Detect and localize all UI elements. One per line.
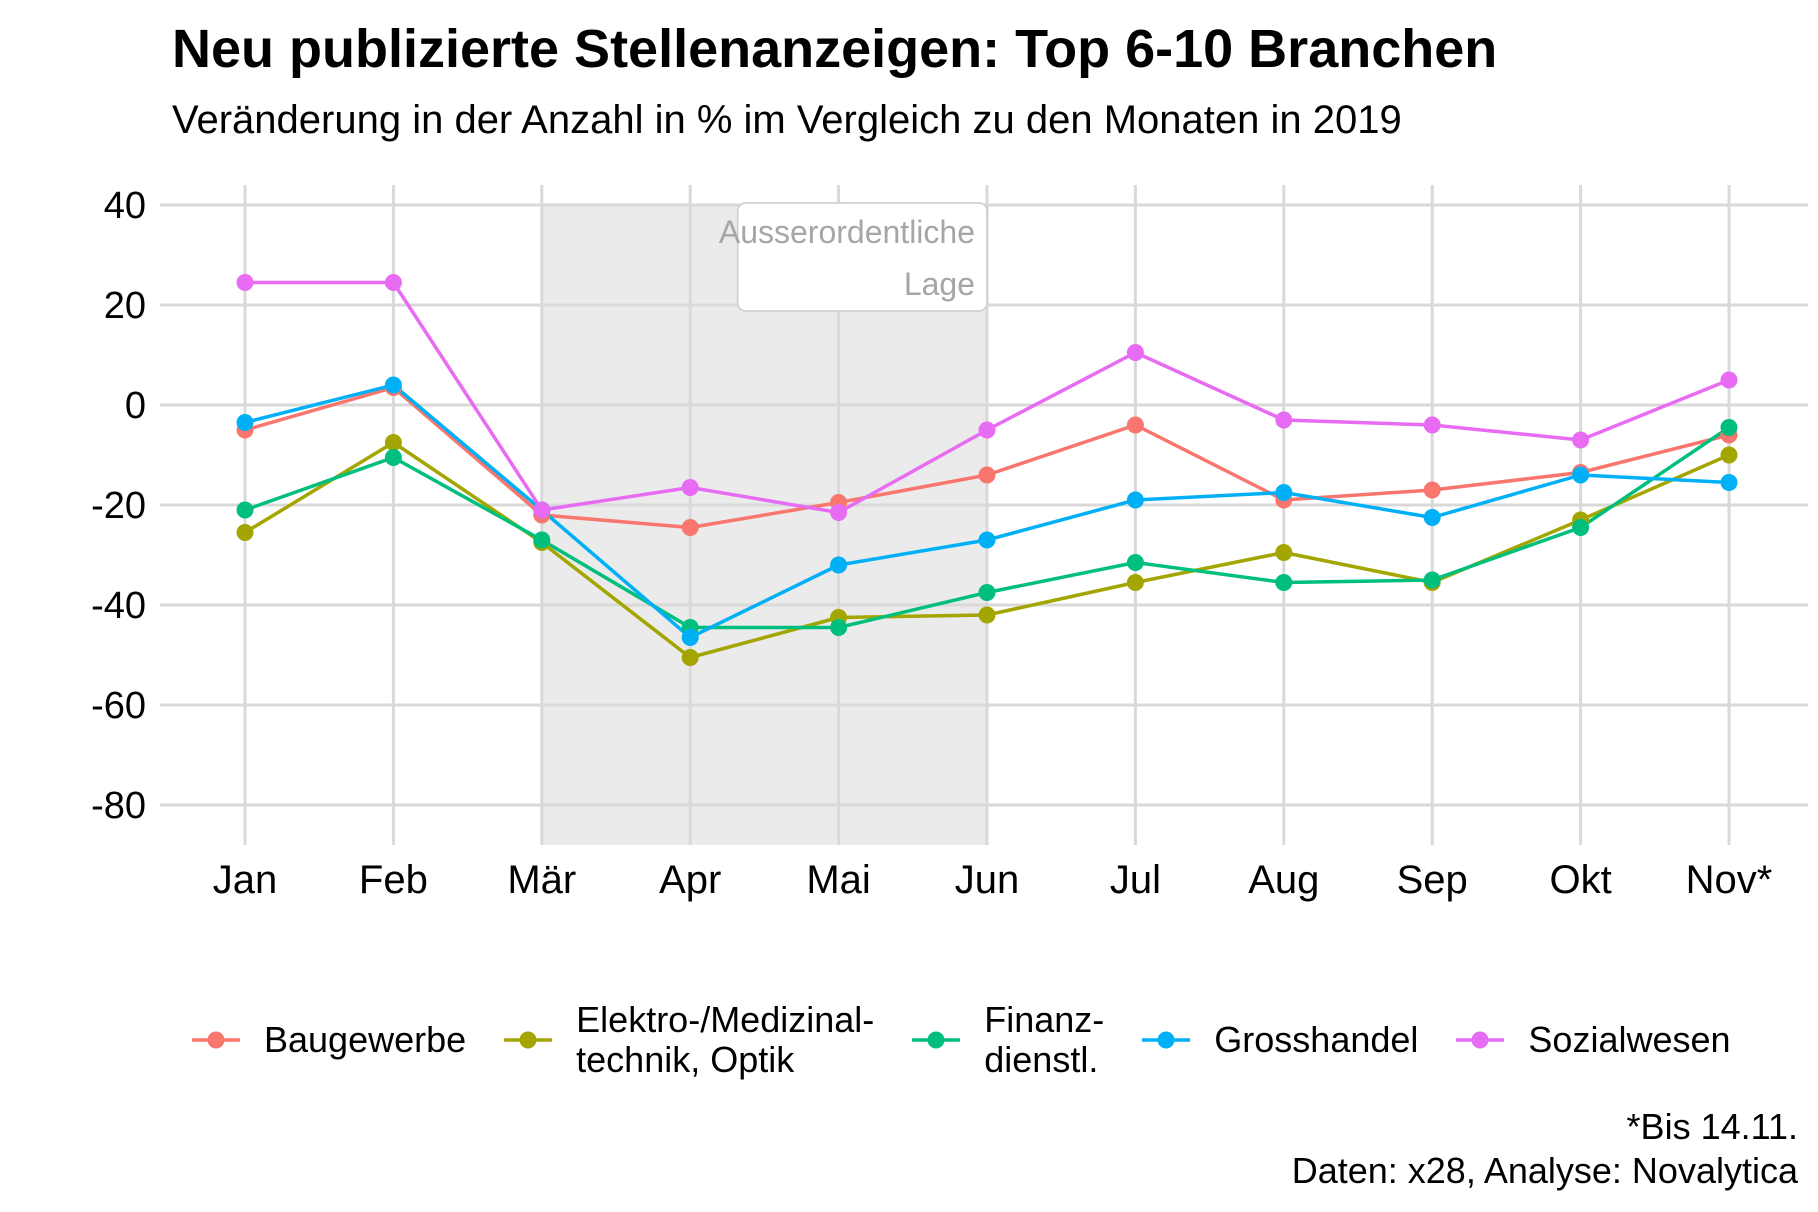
legend-label: Grosshandel: [1214, 1019, 1419, 1060]
data-point: [533, 531, 551, 549]
data-point: [681, 479, 699, 496]
legend-label: Baugewerbe: [264, 1019, 467, 1060]
x-tick-label: Okt: [1549, 858, 1611, 902]
data-point: [830, 504, 848, 521]
annotation-label: Lage: [904, 266, 975, 302]
data-point: [1275, 574, 1293, 591]
legend-item: Baugewerbe: [190, 1020, 466, 1060]
legend-key-point: [1157, 1031, 1175, 1049]
y-tick-label: 40: [104, 185, 146, 227]
legend-key-point: [927, 1031, 945, 1049]
x-tick-label: Jul: [1110, 858, 1161, 902]
caption-source: Daten: x28, Analyse: Novalytica: [1291, 1150, 1798, 1191]
y-tick-label: -80: [91, 785, 146, 827]
data-point: [681, 649, 699, 666]
data-point: [1126, 491, 1144, 509]
data-point: [1720, 446, 1738, 464]
x-tick-label: Jun: [955, 858, 1020, 902]
data-point: [1720, 474, 1738, 491]
legend-key: [504, 1031, 553, 1049]
data-point: [681, 629, 699, 646]
data-point: [1275, 544, 1293, 561]
data-point: [978, 531, 996, 549]
legend-item: Sozialwesen: [1454, 1019, 1731, 1060]
data-point: [1720, 371, 1738, 389]
data-point: [1423, 416, 1441, 434]
data-point: [978, 606, 996, 624]
data-point: [1275, 484, 1293, 501]
data-point: [236, 524, 254, 541]
data-point: [1126, 344, 1144, 361]
data-point: [1423, 571, 1441, 589]
legend-item: Grosshandel: [1140, 1020, 1418, 1060]
data-point: [1423, 481, 1441, 499]
data-point: [1572, 466, 1590, 484]
data-point: [1126, 554, 1144, 571]
x-tick-label: Mai: [806, 858, 870, 902]
annotation-box: [736, 202, 988, 312]
legend-key-point: [519, 1031, 537, 1049]
annotation-label: Ausserordentliche: [719, 214, 975, 250]
data-point: [236, 414, 254, 431]
y-tick-label: 20: [104, 285, 146, 327]
data-point: [1720, 419, 1738, 436]
x-tick-label: Jan: [213, 858, 278, 902]
caption: *Bis 14.11. Daten: x28, Analyse: Novalyt…: [1292, 1105, 1798, 1193]
legend-item: Finanz- dienstl.: [910, 1000, 1104, 1080]
legend-key-point: [1471, 1031, 1489, 1049]
data-point: [384, 434, 402, 451]
data-point: [384, 449, 402, 466]
legend: Baugewerbe Elektro-/Medizinal- technik, O…: [190, 1000, 1767, 1080]
x-tick-label: Apr: [659, 858, 721, 902]
data-point: [1275, 411, 1293, 429]
data-point: [1572, 519, 1590, 536]
y-tick-label: -40: [91, 585, 146, 627]
legend-item: Elektro-/Medizinal- technik, Optik: [502, 1000, 874, 1080]
data-point: [830, 556, 848, 574]
legend-label: Sozialwesen: [1528, 1019, 1731, 1060]
x-tick-label: Sep: [1397, 858, 1468, 902]
y-tick-label: -20: [91, 485, 146, 527]
data-point: [1126, 416, 1144, 434]
y-tick-label: -60: [91, 685, 146, 727]
data-point: [384, 274, 402, 291]
chart-subtitle: Veränderung in der Anzahl in % im Vergle…: [172, 98, 1402, 142]
data-point: [384, 376, 402, 394]
legend-key: [1456, 1031, 1505, 1049]
data-point: [978, 584, 996, 601]
data-point: [1126, 574, 1144, 591]
data-point: [978, 421, 996, 439]
data-point: [681, 519, 699, 536]
legend-key: [912, 1031, 961, 1049]
data-point: [978, 466, 996, 484]
legend-key-point: [207, 1031, 225, 1049]
legend-label: Elektro-/Medizinal- technik, Optik: [576, 999, 875, 1080]
caption-footnote: *Bis 14.11.: [1626, 1106, 1798, 1147]
data-point: [830, 619, 848, 636]
data-point: [533, 501, 551, 519]
data-point: [1572, 431, 1590, 449]
x-tick-label: Aug: [1248, 858, 1319, 902]
x-tick-label: Nov*: [1686, 858, 1773, 902]
legend-key: [1142, 1031, 1191, 1049]
legend-label: Finanz- dienstl.: [984, 999, 1105, 1080]
data-point: [236, 501, 254, 519]
legend-key: [192, 1031, 240, 1049]
y-tick-label: 0: [125, 385, 146, 427]
data-point: [1423, 509, 1441, 526]
data-point: [236, 274, 254, 291]
chart-title: Neu publizierte Stellenanzeigen: Top 6-1…: [172, 19, 1498, 79]
x-tick-label: Feb: [359, 858, 428, 902]
x-tick-label: Mär: [507, 858, 576, 902]
